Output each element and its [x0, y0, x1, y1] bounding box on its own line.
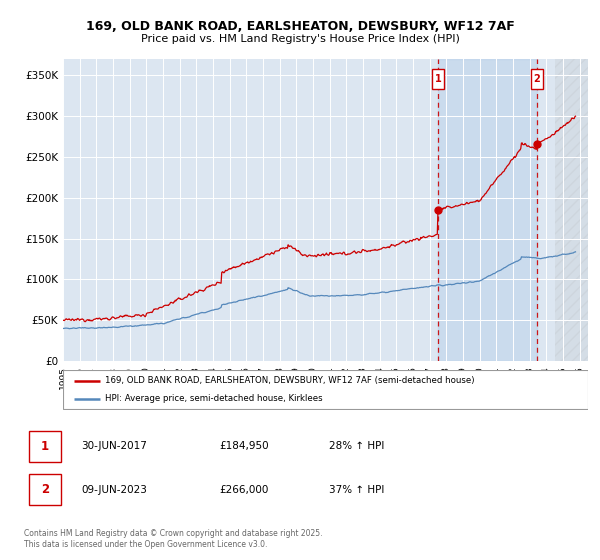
Text: 37% ↑ HPI: 37% ↑ HPI [329, 485, 384, 494]
Text: 1: 1 [434, 74, 441, 84]
FancyBboxPatch shape [531, 69, 543, 89]
Text: 30-JUN-2017: 30-JUN-2017 [81, 441, 147, 451]
Bar [438, 59, 537, 361]
Text: 1: 1 [41, 440, 49, 452]
Bar [554, 59, 588, 361]
Text: £184,950: £184,950 [220, 441, 269, 451]
FancyBboxPatch shape [432, 69, 443, 89]
Text: 2: 2 [41, 483, 49, 496]
Text: Contains HM Land Registry data © Crown copyright and database right 2025.
This d: Contains HM Land Registry data © Crown c… [24, 529, 323, 549]
Text: Price paid vs. HM Land Registry's House Price Index (HPI): Price paid vs. HM Land Registry's House … [140, 34, 460, 44]
FancyBboxPatch shape [29, 431, 61, 462]
Text: 28% ↑ HPI: 28% ↑ HPI [329, 441, 384, 451]
Text: HPI: Average price, semi-detached house, Kirklees: HPI: Average price, semi-detached house,… [105, 394, 323, 403]
FancyBboxPatch shape [29, 474, 61, 505]
Text: 2: 2 [533, 74, 541, 84]
Text: 169, OLD BANK ROAD, EARLSHEATON, DEWSBURY, WF12 7AF (semi-detached house): 169, OLD BANK ROAD, EARLSHEATON, DEWSBUR… [105, 376, 475, 385]
Text: £266,000: £266,000 [220, 485, 269, 494]
Text: 09-JUN-2023: 09-JUN-2023 [81, 485, 147, 494]
FancyBboxPatch shape [63, 370, 588, 409]
Text: 169, OLD BANK ROAD, EARLSHEATON, DEWSBURY, WF12 7AF: 169, OLD BANK ROAD, EARLSHEATON, DEWSBUR… [86, 20, 514, 32]
